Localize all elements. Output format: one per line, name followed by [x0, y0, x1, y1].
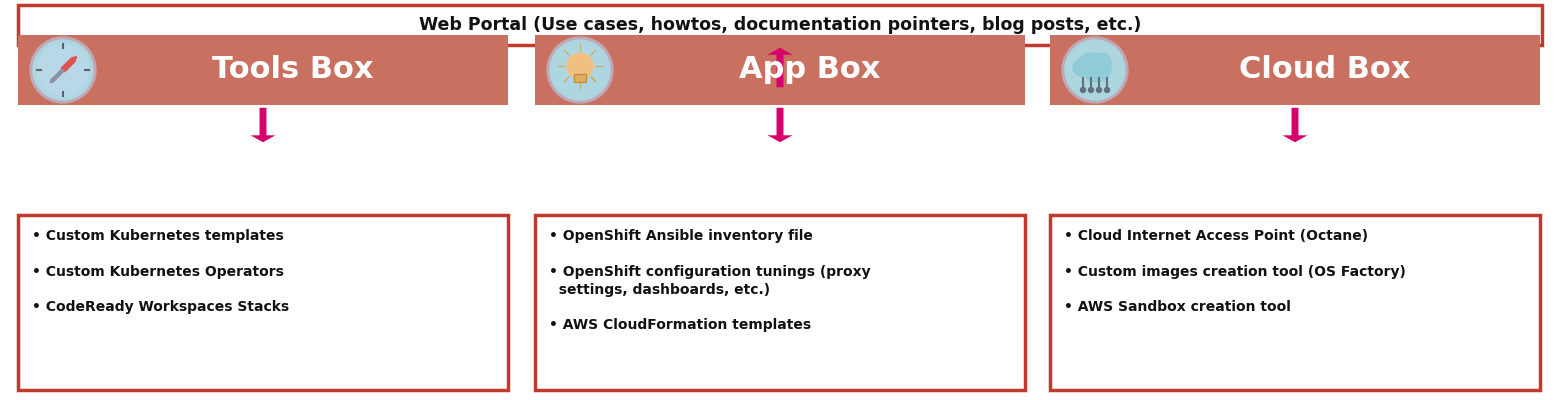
FancyBboxPatch shape [536, 215, 1025, 390]
Text: Web Portal (Use cases, howtos, documentation pointers, blog posts, etc.): Web Portal (Use cases, howtos, documenta… [419, 16, 1142, 34]
Text: • Custom Kubernetes templates

• Custom Kubernetes Operators

• CodeReady Worksp: • Custom Kubernetes templates • Custom K… [31, 229, 289, 314]
Circle shape [547, 37, 612, 103]
Circle shape [33, 40, 94, 100]
FancyBboxPatch shape [573, 74, 586, 82]
FancyBboxPatch shape [1050, 35, 1540, 105]
Circle shape [1062, 37, 1128, 103]
Circle shape [1089, 88, 1093, 92]
Text: • Cloud Internet Access Point (Octane)

• Custom images creation tool (OS Factor: • Cloud Internet Access Point (Octane) •… [1064, 229, 1406, 314]
Circle shape [1093, 53, 1111, 71]
Text: • OpenShift Ansible inventory file

• OpenShift configuration tunings (proxy
  s: • OpenShift Ansible inventory file • Ope… [548, 229, 870, 332]
Circle shape [1073, 60, 1089, 76]
FancyBboxPatch shape [536, 35, 1025, 105]
Text: Cloud Box: Cloud Box [1239, 56, 1410, 84]
Circle shape [1082, 54, 1111, 82]
Circle shape [30, 37, 95, 103]
Circle shape [550, 40, 611, 100]
FancyBboxPatch shape [19, 215, 508, 390]
FancyBboxPatch shape [19, 5, 1542, 45]
Circle shape [1078, 53, 1103, 77]
Circle shape [1097, 88, 1101, 92]
FancyBboxPatch shape [1050, 215, 1540, 390]
FancyArrow shape [50, 69, 64, 83]
Circle shape [1081, 88, 1086, 92]
Text: Tools Box: Tools Box [212, 56, 373, 84]
Circle shape [1065, 40, 1125, 100]
Circle shape [37, 44, 89, 96]
FancyArrow shape [61, 56, 77, 72]
Text: App Box: App Box [739, 56, 881, 84]
FancyBboxPatch shape [19, 35, 508, 105]
Circle shape [1104, 88, 1109, 92]
Circle shape [567, 53, 594, 79]
